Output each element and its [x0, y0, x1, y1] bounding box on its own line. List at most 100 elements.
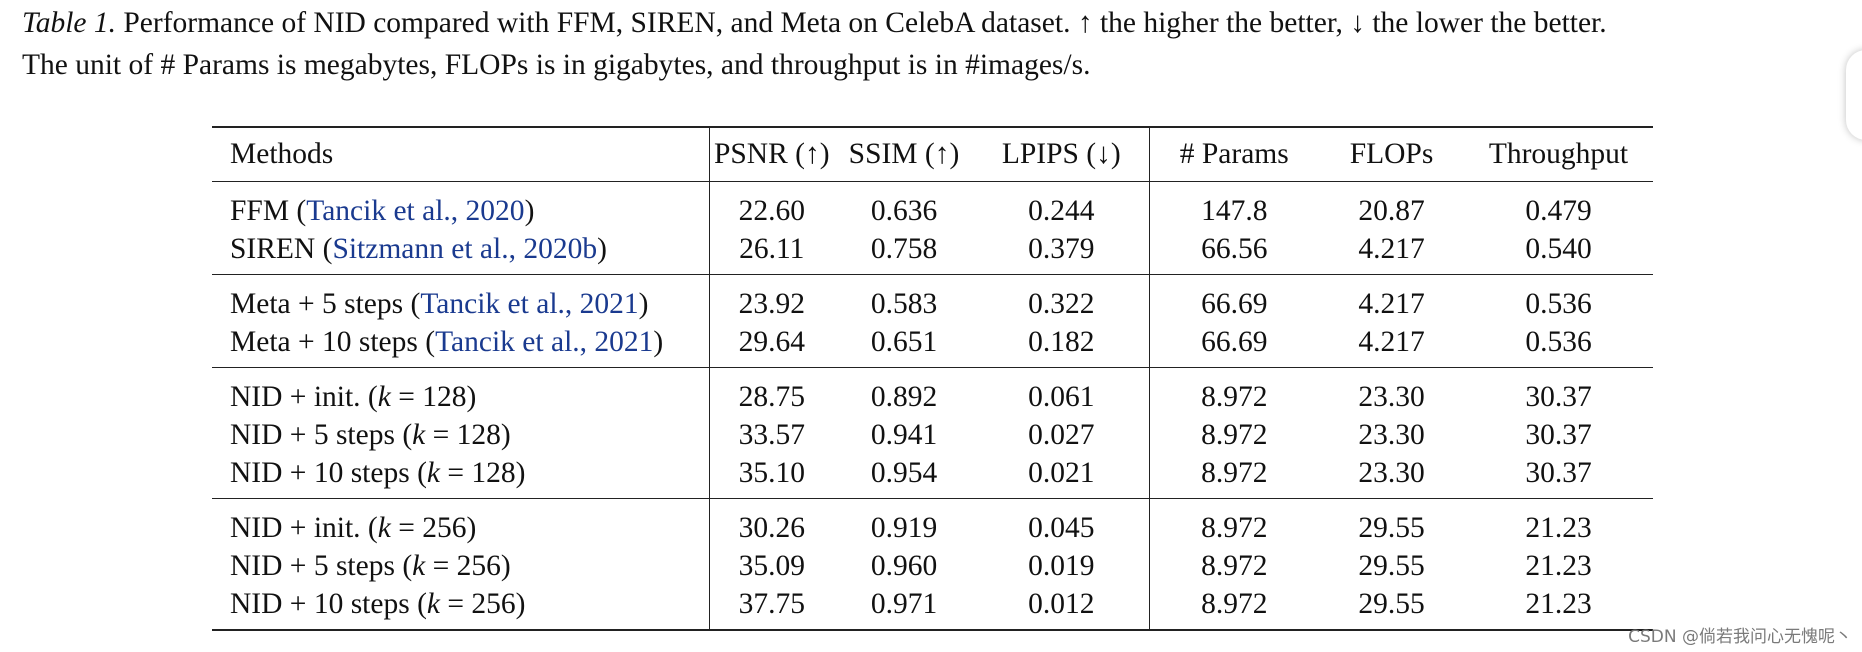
method-name: SIREN — [230, 232, 316, 265]
method-name: Meta + 10 steps — [230, 325, 418, 358]
cite-close: ) — [638, 287, 649, 320]
table-row: NID + 5 steps (k = 128) 33.57 0.941 0.027 8.… — [212, 416, 1653, 454]
k-symbol: k — [412, 549, 426, 582]
throughput-cell: 0.479 — [1525, 194, 1592, 227]
params-cell: 8.972 — [1201, 549, 1268, 582]
method-name: NID + init. ( — [230, 511, 378, 544]
flops-cell: 23.30 — [1358, 456, 1425, 489]
citation-link[interactable]: Tancik et al., 2021 — [435, 325, 654, 358]
params-cell: 8.972 — [1201, 456, 1268, 489]
citation-link[interactable]: Sitzmann et al., 2020b — [332, 232, 598, 265]
ssim-cell: 0.758 — [870, 232, 938, 265]
table-row: SIREN (Sitzmann et al., 2020b) 26.11 0.758… — [212, 230, 1653, 275]
cite-open: ( — [315, 232, 333, 265]
header-params: # Params — [1179, 138, 1289, 170]
lpips-cell: 0.061 — [974, 367, 1150, 416]
method-name: NID + 10 steps ( — [230, 456, 427, 489]
k-value: = 128) — [425, 418, 511, 451]
method-cell: Meta + 10 steps (Tancik et al., 2021) — [212, 323, 710, 368]
header-ssim: SSIM (↑) — [848, 138, 960, 170]
method-cell: NID + init. (k = 256) — [212, 498, 710, 547]
table-row: NID + init. (k = 128) 28.75 0.892 0.061 8.97… — [212, 367, 1653, 416]
flops-cell: 29.55 — [1358, 587, 1425, 620]
throughput-cell: 21.23 — [1525, 587, 1592, 620]
flops-cell: 23.30 — [1358, 380, 1425, 413]
watermark: CSDN @倘若我问心无愧呢丶 — [1628, 627, 1852, 647]
method-cell: FFM (Tancik et al., 2020) — [212, 181, 710, 230]
ssim-cell: 0.919 — [870, 511, 938, 544]
caption-label: Table 1. — [22, 7, 116, 39]
throughput-cell: 21.23 — [1525, 511, 1592, 544]
flops-cell: 29.55 — [1358, 511, 1425, 544]
psnr-cell: 35.10 — [738, 456, 805, 489]
scroll-handle[interactable] — [1846, 50, 1862, 140]
ssim-cell: 0.583 — [870, 287, 938, 320]
psnr-cell: 22.60 — [738, 194, 805, 227]
throughput-cell: 30.37 — [1525, 456, 1592, 489]
params-cell: 66.69 — [1201, 287, 1268, 320]
psnr-cell: 29.64 — [738, 325, 805, 358]
method-name: NID + init. ( — [230, 380, 378, 413]
method-name: NID + 5 steps ( — [230, 418, 413, 451]
caption-line-1: Table 1. Performance of NID compared wit… — [22, 2, 1852, 44]
ssim-cell: 0.960 — [870, 549, 938, 582]
lpips-cell: 0.027 — [974, 416, 1150, 454]
lpips-cell: 0.045 — [974, 498, 1150, 547]
caption-line-2: The unit of # Params is megabytes, FLOPs… — [22, 49, 1091, 81]
method-name: NID + 10 steps ( — [230, 587, 427, 620]
method-name: FFM — [230, 194, 290, 227]
params-cell: 8.972 — [1201, 380, 1268, 413]
throughput-cell: 21.23 — [1525, 549, 1592, 582]
psnr-cell: 37.75 — [738, 587, 805, 620]
cite-open: ( — [289, 194, 307, 227]
k-symbol: k — [426, 456, 440, 489]
lpips-cell: 0.019 — [974, 547, 1150, 585]
k-value: = 256) — [440, 587, 526, 620]
k-symbol: k — [426, 587, 440, 620]
header-row: Methods PSNR (↑) SSIM (↑) LPIPS (↓) # Pa… — [212, 127, 1653, 182]
method-cell: SIREN (Sitzmann et al., 2020b) — [212, 230, 710, 275]
ssim-cell: 0.651 — [870, 325, 938, 358]
citation-link[interactable]: Tancik et al., 2021 — [420, 287, 639, 320]
throughput-cell: 30.37 — [1525, 380, 1592, 413]
cite-open: ( — [403, 287, 421, 320]
throughput-cell: 0.536 — [1525, 287, 1592, 320]
k-symbol: k — [377, 380, 391, 413]
table-group-1: FFM (Tancik et al., 2020) 22.60 0.636 0.244… — [212, 181, 1653, 275]
method-cell: NID + 10 steps (k = 256) — [212, 585, 710, 630]
table-row: FFM (Tancik et al., 2020) 22.60 0.636 0.244… — [212, 181, 1653, 230]
psnr-cell: 35.09 — [738, 549, 805, 582]
header-methods: Methods — [212, 127, 710, 182]
citation-link[interactable]: Tancik et al., 2020 — [306, 194, 525, 227]
throughput-cell: 0.540 — [1525, 232, 1592, 265]
flops-cell: 4.217 — [1358, 287, 1425, 320]
ssim-cell: 0.954 — [870, 456, 938, 489]
lpips-cell: 0.021 — [974, 454, 1150, 499]
k-value: = 128) — [390, 380, 477, 413]
lpips-cell: 0.012 — [974, 585, 1150, 630]
method-name: Meta + 5 steps — [230, 287, 404, 320]
lpips-cell: 0.182 — [974, 323, 1150, 368]
header-psnr: PSNR (↑) — [713, 138, 830, 170]
flops-cell: 20.87 — [1358, 194, 1425, 227]
header-throughput: Throughput — [1488, 138, 1629, 170]
table-group-3: NID + init. (k = 128) 28.75 0.892 0.061 8.97… — [212, 367, 1653, 499]
k-symbol: k — [377, 511, 391, 544]
throughput-cell: 30.37 — [1525, 418, 1592, 451]
params-cell: 66.69 — [1201, 325, 1268, 358]
results-table: Methods PSNR (↑) SSIM (↑) LPIPS (↓) # Pa… — [212, 126, 1653, 631]
table-row: NID + init. (k = 256) 30.26 0.919 0.045 8.97… — [212, 498, 1653, 547]
table-caption: Table 1. Performance of NID compared wit… — [22, 2, 1852, 86]
table-row: NID + 10 steps (k = 256) 37.75 0.971 0.012 8… — [212, 585, 1653, 630]
cite-close: ) — [653, 325, 664, 358]
table-row: Meta + 10 steps (Tancik et al., 2021) 29.… — [212, 323, 1653, 368]
params-cell: 8.972 — [1201, 418, 1268, 451]
ssim-cell: 0.971 — [870, 587, 938, 620]
flops-cell: 23.30 — [1358, 418, 1425, 451]
table-row: NID + 10 steps (k = 128) 35.10 0.954 0.021 8… — [212, 454, 1653, 499]
flops-cell: 29.55 — [1358, 549, 1425, 582]
ssim-cell: 0.892 — [870, 380, 938, 413]
method-cell: NID + 5 steps (k = 128) — [212, 416, 710, 454]
k-value: = 128) — [440, 456, 526, 489]
table-row: NID + 5 steps (k = 256) 35.09 0.960 0.019 8.… — [212, 547, 1653, 585]
